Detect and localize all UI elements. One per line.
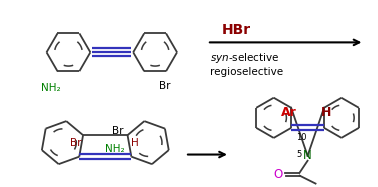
Text: HBr: HBr [222, 24, 251, 37]
Text: O: O [273, 168, 282, 181]
Text: 5: 5 [296, 150, 301, 159]
Text: $\it{syn}$-selective: $\it{syn}$-selective [210, 51, 279, 65]
Text: N: N [303, 149, 312, 162]
Text: H: H [321, 106, 331, 119]
Text: 10: 10 [296, 133, 307, 142]
Text: Br: Br [160, 81, 171, 91]
Text: Br: Br [70, 138, 81, 148]
Text: regioselective: regioselective [210, 67, 283, 77]
Text: Br: Br [112, 126, 123, 136]
Text: Ar: Ar [281, 106, 297, 119]
Text: NH₂: NH₂ [105, 144, 125, 154]
Text: H: H [132, 138, 139, 148]
Text: NH₂: NH₂ [41, 83, 60, 93]
